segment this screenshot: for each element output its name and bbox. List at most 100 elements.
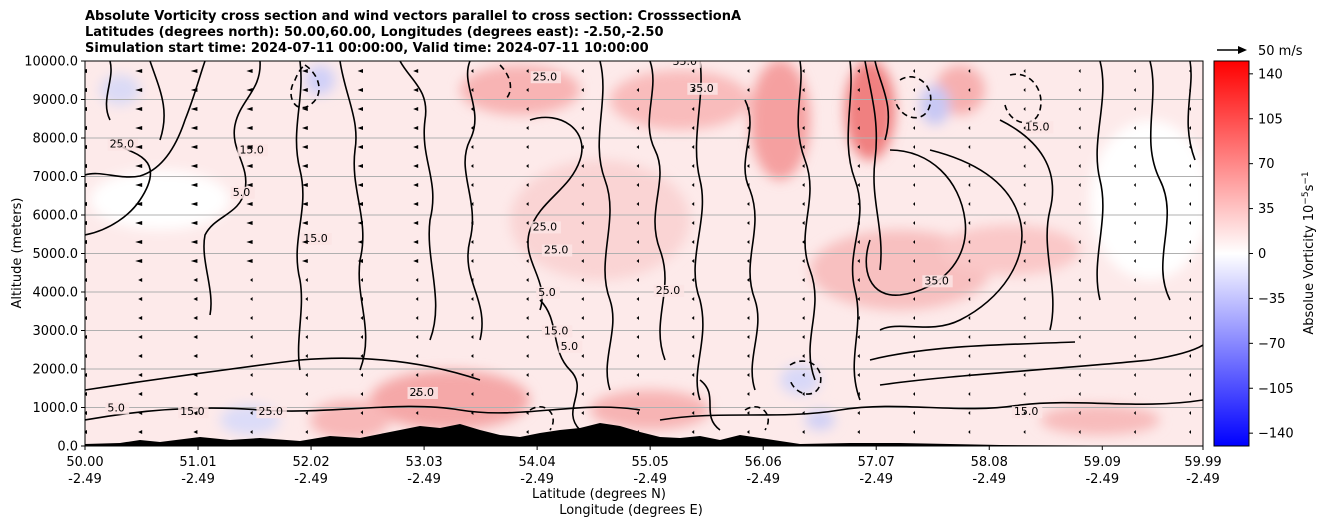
wind-vector — [526, 164, 529, 168]
wind-vector — [413, 126, 419, 130]
wind-vector — [1078, 335, 1081, 339]
wind-vector — [581, 335, 584, 339]
wind-vector — [470, 145, 474, 149]
wind-vector — [968, 221, 971, 225]
wind-vector — [1189, 240, 1191, 244]
y-tick-label: 1000.0 — [33, 401, 79, 416]
contour-label: 25.0 — [410, 386, 435, 399]
wind-vector — [746, 221, 750, 225]
wind-vector — [526, 88, 529, 92]
wind-vector — [1078, 278, 1081, 282]
wind-vector — [1189, 354, 1191, 358]
wind-vector — [913, 88, 915, 92]
wind-vector — [581, 69, 584, 73]
wind-vector — [581, 316, 584, 320]
wind-vector — [415, 392, 419, 396]
wind-vector — [85, 259, 87, 263]
wind-vector — [1133, 145, 1136, 149]
wind-vector — [357, 259, 363, 263]
wind-vector — [470, 221, 474, 225]
wind-vector — [857, 259, 860, 263]
colorbar-tick-label: 140 — [1258, 67, 1283, 82]
wind-vector — [913, 411, 915, 415]
wind-vector — [968, 430, 971, 434]
contour-label: 25.0 — [533, 220, 558, 233]
wind-vector — [746, 164, 750, 168]
wind-vector — [1023, 202, 1026, 206]
wind-vector — [691, 430, 695, 434]
contour-label-bg — [558, 340, 583, 353]
x-tick-label-lon: -2.49 — [1186, 472, 1220, 487]
wind-vector — [526, 411, 529, 415]
wind-vector — [691, 259, 695, 263]
wind-vector — [1189, 126, 1191, 130]
wind-vector — [470, 278, 474, 282]
contour-label-bg — [1011, 406, 1043, 419]
wind-vector — [1078, 145, 1081, 149]
wind-vector — [526, 430, 529, 434]
colorbar-tick-label: 105 — [1258, 112, 1283, 127]
wind-vector — [746, 145, 750, 149]
wind-vector — [305, 392, 308, 396]
colorbar-ticks: 140 105 70 35 0 −35 −70 −105 −140 — [1249, 67, 1294, 442]
wind-vector — [135, 259, 143, 263]
wind-vector — [636, 354, 639, 358]
x-tick-label-lon: -2.49 — [633, 472, 667, 487]
wind-vector — [138, 411, 143, 415]
wind-vector — [1189, 278, 1191, 282]
wind-vector — [691, 202, 695, 206]
wind-vector — [802, 259, 805, 263]
wind-vector — [415, 316, 419, 320]
wind-vector — [193, 373, 198, 377]
wind-vector — [1078, 430, 1081, 434]
y-tick-label: 3000.0 — [33, 324, 79, 339]
wind-vector — [526, 126, 529, 130]
wind-vector — [1189, 88, 1191, 92]
wind-vector — [857, 88, 860, 92]
wind-vector — [190, 107, 198, 111]
wind-vector — [968, 335, 971, 339]
wind-vector — [85, 88, 87, 92]
wind-vector — [857, 183, 860, 187]
wind-vector — [636, 126, 639, 130]
wind-vector — [470, 335, 474, 339]
negative-vorticity-contours — [290, 64, 1042, 431]
title-line-1: Absolute Vorticity cross section and win… — [85, 9, 742, 24]
wind-vector — [246, 88, 253, 92]
contour-label-bg — [256, 406, 287, 419]
wind-vector — [305, 297, 308, 301]
wind-vector — [250, 392, 253, 396]
wind-key: 50 m/s — [1217, 44, 1303, 59]
wind-vector — [138, 430, 143, 434]
wind-vector — [802, 183, 805, 187]
wind-vector — [246, 183, 253, 187]
contour-label-bg — [237, 144, 268, 157]
wind-vector — [1078, 221, 1081, 225]
wind-vector — [746, 335, 750, 339]
wind-vector — [357, 88, 363, 92]
wind-vector — [746, 202, 750, 206]
wind-vector — [360, 354, 363, 358]
wind-vector — [135, 69, 143, 73]
x-tick-label-lat: 55.05 — [632, 455, 669, 470]
wind-vector — [1189, 373, 1191, 377]
wind-vector — [1133, 88, 1136, 92]
wind-vector — [691, 145, 695, 149]
wind-vector — [135, 145, 143, 149]
wind-vector — [802, 297, 805, 301]
wind-vector — [857, 297, 860, 301]
wind-vector — [913, 259, 915, 263]
wind-vector — [190, 69, 198, 73]
wind-vector — [305, 373, 308, 377]
wind-vector — [1023, 126, 1026, 130]
wind-vector — [85, 164, 87, 168]
wind-vector — [802, 69, 805, 73]
wind-vector — [636, 183, 639, 187]
wind-vector — [302, 145, 308, 149]
contour-label: 5.0 — [561, 340, 579, 353]
x-tick-label-lat: 59.09 — [1084, 455, 1121, 470]
wind-vector — [636, 316, 639, 320]
wind-vector — [636, 107, 639, 111]
wind-vector — [802, 373, 805, 377]
wind-vector — [1023, 335, 1026, 339]
